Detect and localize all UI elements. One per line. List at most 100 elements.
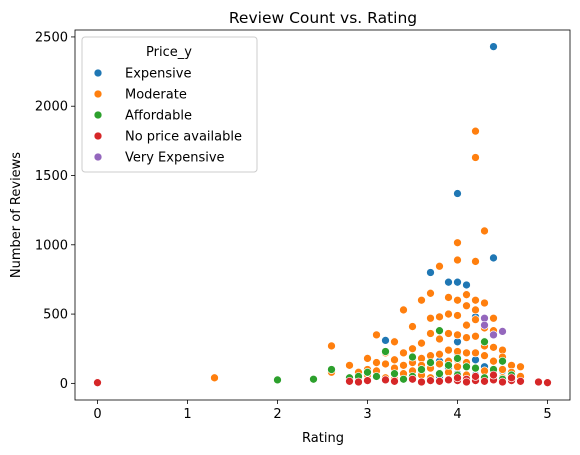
data-point [516,362,525,372]
legend-marker [93,110,103,120]
data-point [444,277,453,287]
data-point [444,345,453,355]
x-tick-label: 5 [543,407,551,422]
data-point [390,337,399,347]
data-point [462,280,471,290]
data-point [435,376,444,386]
plot-area [93,42,552,388]
data-point [426,313,435,323]
data-point [462,362,471,372]
legend-entry-label: Moderate [125,88,187,103]
legend-box [81,36,258,173]
data-point [381,359,390,369]
data-point [453,238,462,248]
data-point [426,329,435,338]
legend: Price_y Expensive Moderate Affordable No pr… [81,36,258,173]
plot-frame [74,29,571,401]
data-point [399,305,408,315]
data-point [390,355,399,365]
data-point [408,344,417,354]
data-point [444,375,453,385]
data-point [327,341,336,351]
data-point [372,358,381,367]
legend-marker [93,131,103,141]
legend-entry-label: Very Expensive [125,151,225,166]
series-very-expensive [480,313,507,340]
x-tick-label: 1 [183,407,191,422]
data-point [480,226,489,236]
data-point [462,290,471,300]
data-point [273,375,282,385]
data-point [471,126,480,136]
x-tick-label: 4 [453,407,461,422]
data-point [435,359,444,369]
data-point [516,376,525,386]
data-point [462,333,471,342]
x-tick-label: 3 [363,407,371,422]
data-point [399,374,408,384]
data-point [453,295,462,305]
series-no-price-available [93,370,552,388]
series-moderate [210,126,525,384]
data-point [489,330,498,340]
data-point [480,376,489,386]
data-point [480,298,489,308]
data-point [345,361,354,370]
legend-entry-label: Expensive [125,67,191,82]
data-point [462,348,471,358]
data-point [471,305,480,315]
legend-entry-label: Affordable [125,109,192,124]
data-point [453,255,462,265]
data-point [453,330,462,340]
data-point [453,354,462,363]
data-point [408,374,417,384]
data-point [390,369,399,379]
data-point [534,377,543,387]
data-point [471,348,480,358]
data-point [444,293,453,302]
data-point [309,374,318,384]
data-point [93,378,102,388]
data-point [354,377,363,387]
data-point [471,153,480,162]
data-point [408,352,417,362]
data-point [498,365,507,374]
data-point [543,378,552,388]
data-point [426,358,435,367]
data-point [489,370,498,380]
data-point [435,312,444,322]
data-point [471,372,480,381]
data-point [507,373,516,383]
data-point [435,326,444,336]
data-point [453,311,462,320]
y-tick-label: 1000 [35,238,68,253]
data-point [372,372,381,381]
legend-entry-label: No price available [125,130,242,145]
data-point [489,356,498,366]
y-tick-label: 1500 [35,169,68,184]
x-tick-label: 2 [273,407,281,422]
data-point [498,327,507,336]
data-point [417,377,426,387]
data-point [435,369,444,379]
data-point [453,362,462,372]
data-point [399,348,408,358]
data-point [345,376,354,386]
data-point [390,376,399,386]
data-point [489,342,498,352]
data-point [417,295,426,305]
data-point [498,356,507,366]
data-point [480,351,489,361]
data-point [471,315,480,324]
x-axis-label: Rating [302,431,344,446]
data-point [363,376,372,385]
data-point [498,377,507,387]
data-point [462,320,471,330]
y-tick-label: 500 [43,308,68,323]
data-point [471,257,480,266]
data-point [462,301,471,311]
x-tick-label: 0 [93,407,101,422]
data-point [480,320,489,330]
data-point [453,189,462,198]
